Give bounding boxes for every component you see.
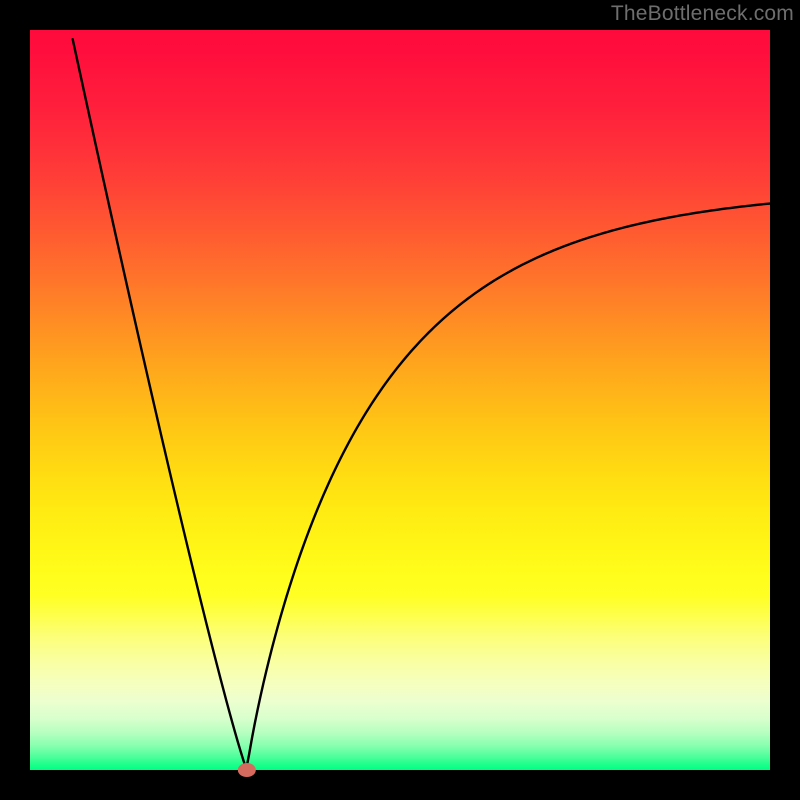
plot-area (30, 30, 770, 770)
min-marker (238, 763, 256, 777)
stage: TheBottleneck.com (0, 0, 800, 800)
plot-svg (0, 0, 800, 800)
watermark-text: TheBottleneck.com (611, 0, 800, 26)
